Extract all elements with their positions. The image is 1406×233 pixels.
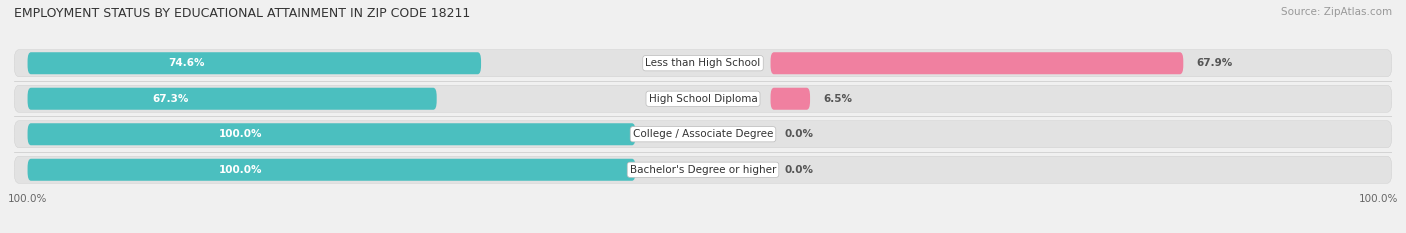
FancyBboxPatch shape xyxy=(28,123,636,145)
FancyBboxPatch shape xyxy=(14,156,1392,183)
FancyBboxPatch shape xyxy=(28,88,437,110)
Text: Bachelor's Degree or higher: Bachelor's Degree or higher xyxy=(630,165,776,175)
Text: Source: ZipAtlas.com: Source: ZipAtlas.com xyxy=(1281,7,1392,17)
Text: EMPLOYMENT STATUS BY EDUCATIONAL ATTAINMENT IN ZIP CODE 18211: EMPLOYMENT STATUS BY EDUCATIONAL ATTAINM… xyxy=(14,7,471,20)
Text: High School Diploma: High School Diploma xyxy=(648,94,758,104)
Text: 6.5%: 6.5% xyxy=(824,94,852,104)
FancyBboxPatch shape xyxy=(14,50,1392,77)
FancyBboxPatch shape xyxy=(770,88,810,110)
Text: Less than High School: Less than High School xyxy=(645,58,761,68)
FancyBboxPatch shape xyxy=(28,52,481,74)
Text: 0.0%: 0.0% xyxy=(785,165,813,175)
Text: 100.0%: 100.0% xyxy=(218,129,262,139)
FancyBboxPatch shape xyxy=(770,52,1184,74)
Text: College / Associate Degree: College / Associate Degree xyxy=(633,129,773,139)
Text: 74.6%: 74.6% xyxy=(169,58,204,68)
FancyBboxPatch shape xyxy=(14,85,1392,112)
FancyBboxPatch shape xyxy=(14,121,1392,148)
FancyBboxPatch shape xyxy=(28,159,636,181)
Text: 0.0%: 0.0% xyxy=(785,129,813,139)
Text: 100.0%: 100.0% xyxy=(218,165,262,175)
Text: 67.3%: 67.3% xyxy=(153,94,188,104)
Text: 67.9%: 67.9% xyxy=(1197,58,1233,68)
